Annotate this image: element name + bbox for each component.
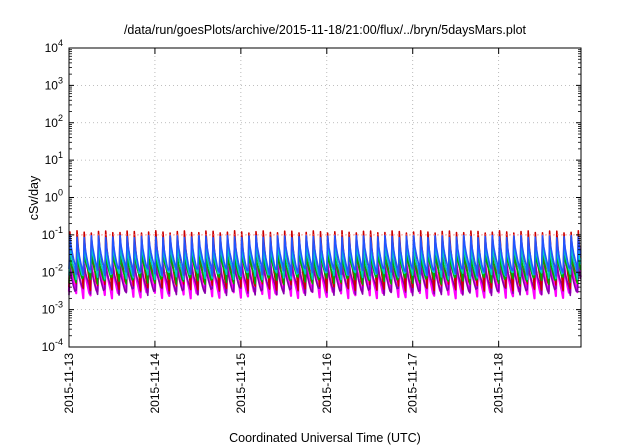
x-tick-label: 2015-11-13	[62, 353, 76, 414]
y-tick-label: 10-2	[42, 262, 63, 279]
y-tick-label: 102	[45, 113, 63, 130]
chart-title: /data/run/goesPlots/archive/2015-11-18/2…	[124, 23, 527, 37]
y-axis-label: cSv/day	[27, 175, 41, 220]
y-tick-label: 101	[45, 150, 63, 167]
y-tick-label: 10-1	[42, 225, 63, 242]
x-tick-label: 2015-11-18	[492, 353, 506, 414]
series-line-2	[68, 234, 582, 277]
y-tick-label: 104	[45, 38, 63, 55]
x-tick-label: 2015-11-16	[320, 353, 334, 414]
x-tick-label: 2015-11-17	[406, 353, 420, 414]
series-line-5	[68, 263, 582, 297]
x-axis-ticks: 2015-11-13 2015-11-14 2015-11-15 2015-11-16…	[62, 48, 506, 414]
x-axis-label: Coordinated Universal Time (UTC)	[229, 431, 421, 445]
x-tick-label: 2015-11-15	[234, 353, 248, 414]
data-series	[67, 230, 582, 300]
x-tick-label: 2015-11-14	[148, 353, 162, 414]
y-tick-label: 10-4	[42, 337, 63, 354]
y-tick-label: 10-3	[42, 300, 63, 317]
y-axis-ticks: 10-4 10-3 10-2 10-1 100 101 102 103 104	[42, 38, 581, 354]
y-tick-label: 100	[45, 188, 63, 205]
y-tick-label: 103	[45, 75, 63, 92]
